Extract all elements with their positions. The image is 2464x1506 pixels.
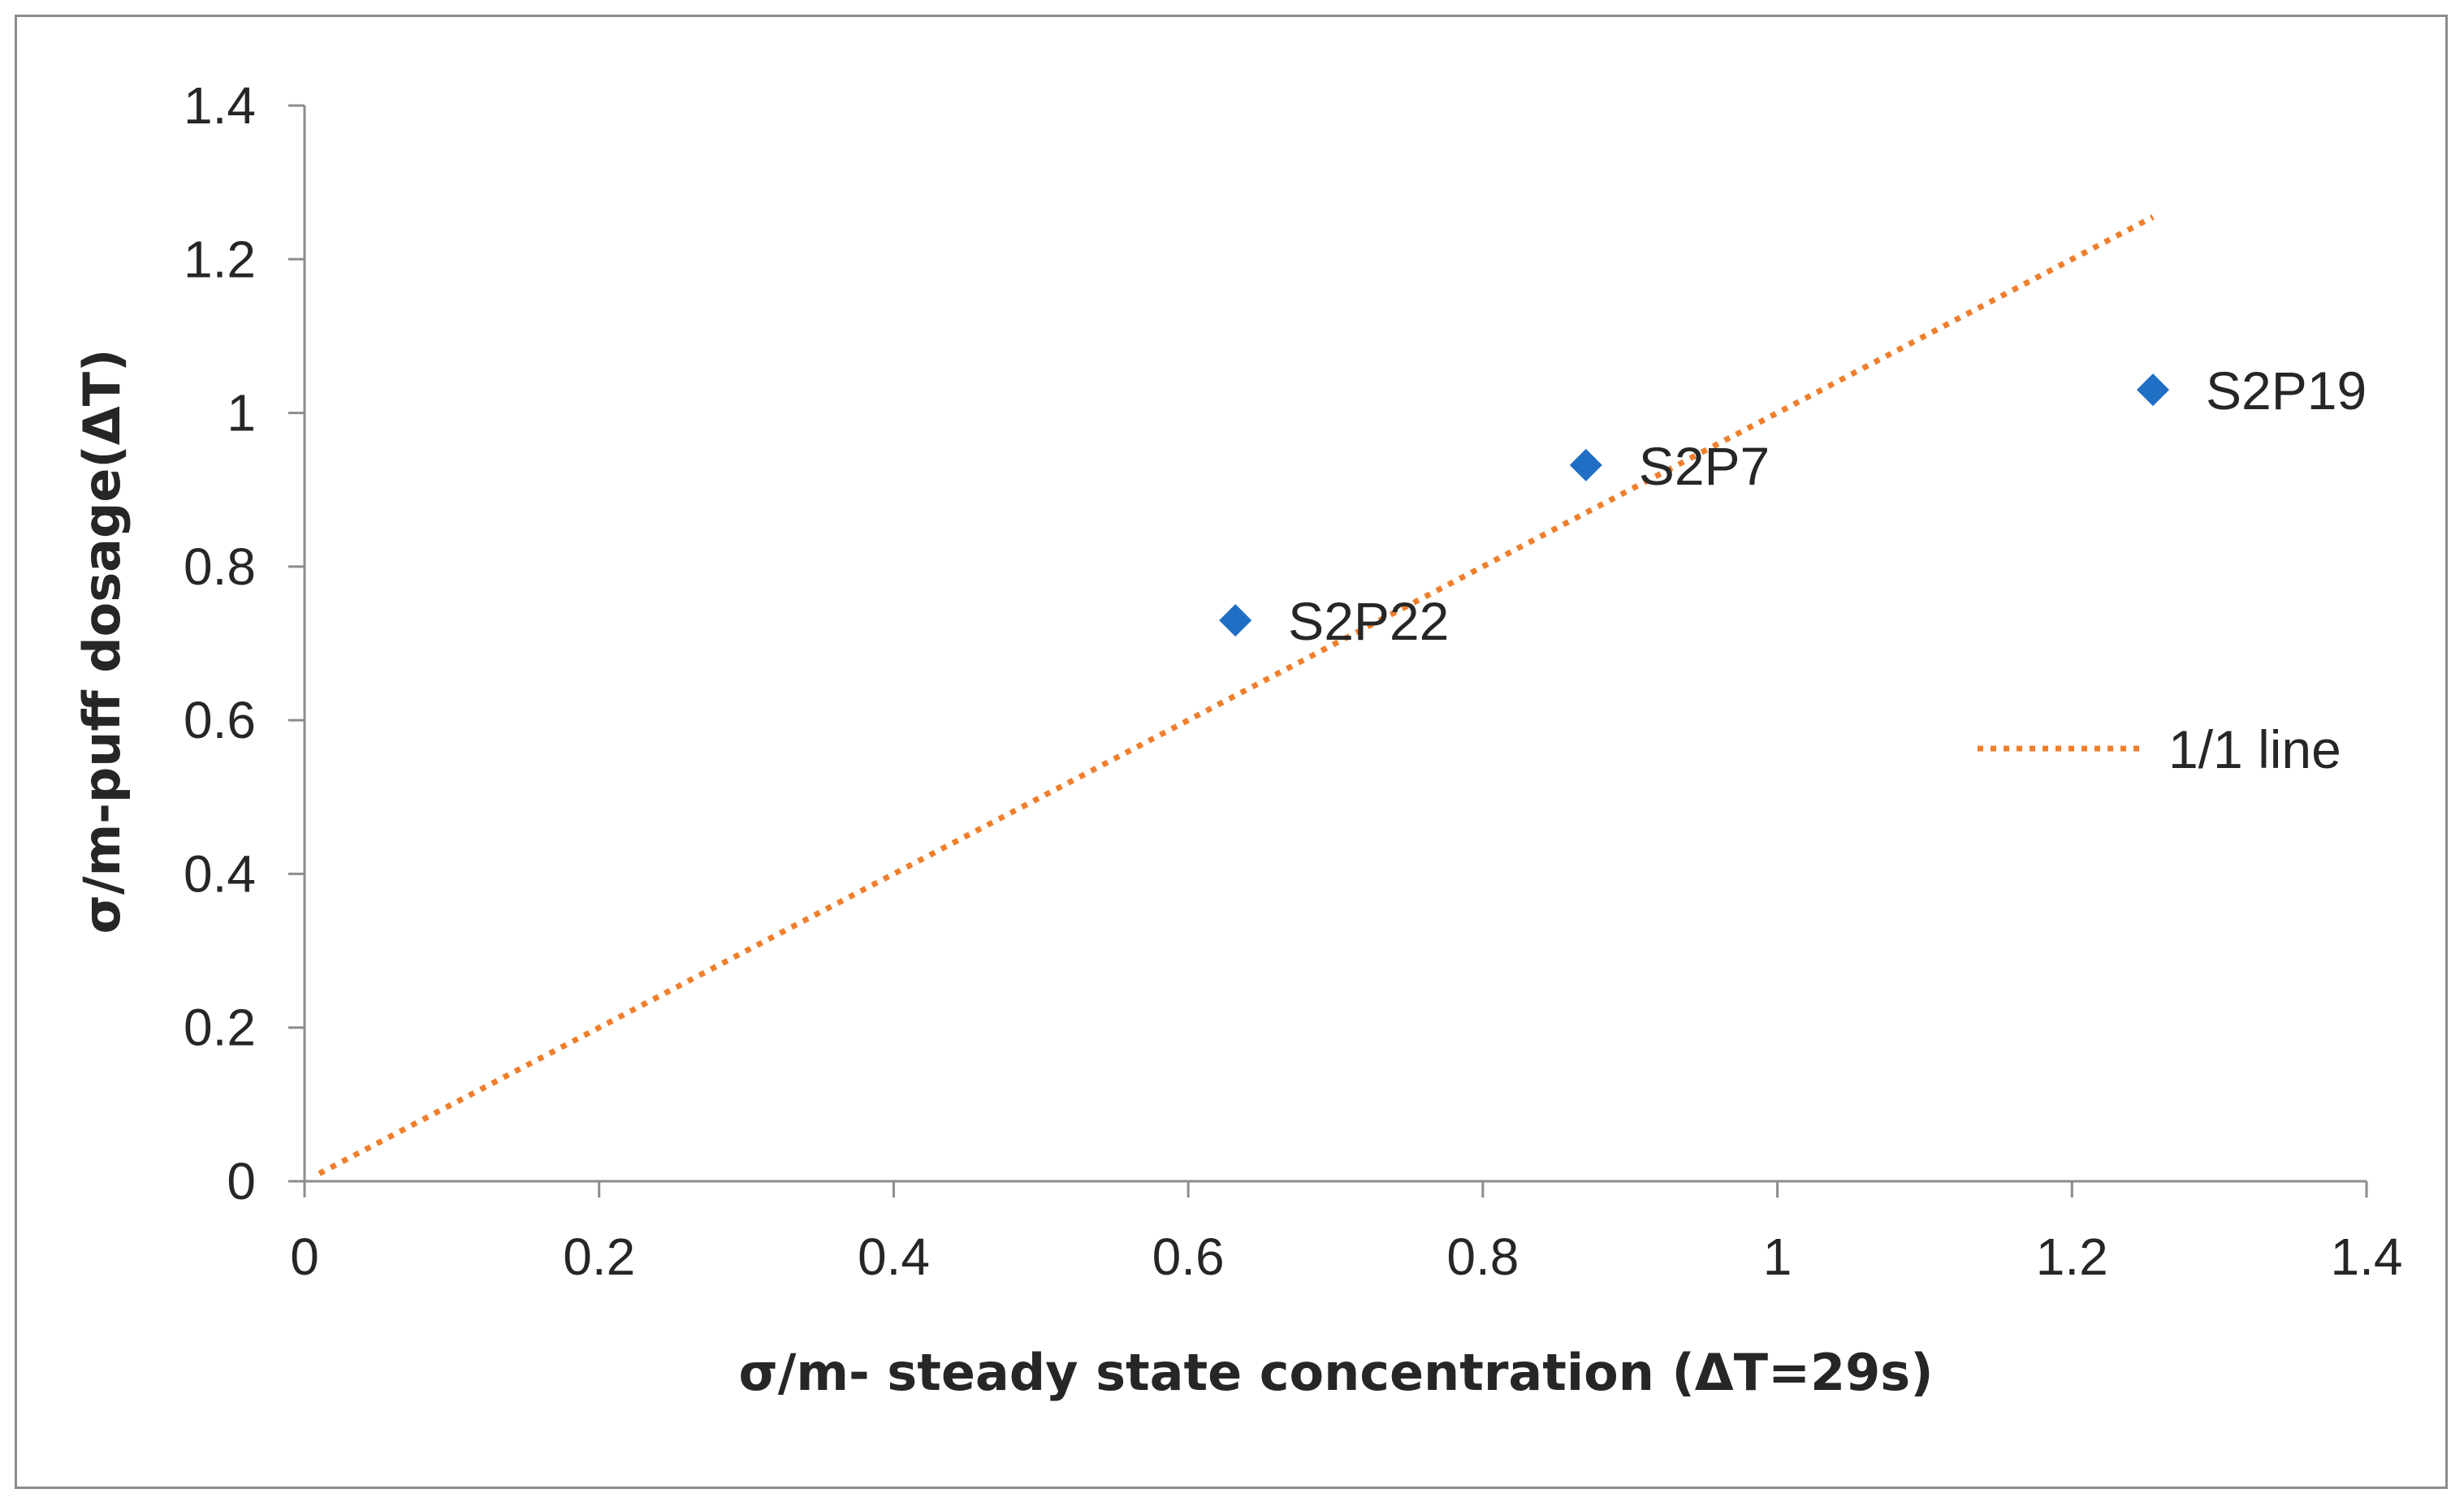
x-axis-title: σ/m- steady state concentration (ΔT=29s) (738, 1343, 1933, 1402)
legend-entry: 1/1 line (2168, 719, 2341, 779)
x-tick-label: 0.4 (858, 1228, 930, 1286)
y-axis-title: σ/m-puff dosage(ΔT) (72, 349, 132, 934)
axes (288, 104, 2368, 1197)
data-label-s2p22: S2P22 (1288, 591, 1449, 651)
x-tick-label: 1.4 (2331, 1228, 2403, 1286)
tick-labels: 0 0.2 0.4 0.6 0.8 1 1.2 1.4 0 0.2 0.4 0.6 0.8 1 1.2 1.4 (184, 76, 2402, 1286)
y-tick-label: 0 (227, 1152, 256, 1210)
y-tick-label: 1.2 (184, 230, 256, 288)
data-points: S2P22 S2P7 S2P19 (1219, 360, 2367, 651)
data-point-s2p19 (2137, 373, 2170, 407)
y-tick-label: 1.4 (184, 76, 256, 135)
x-tick-label: 0.8 (1446, 1228, 1519, 1286)
one-to-one-line (318, 214, 2155, 1176)
x-tick-label: 0 (290, 1228, 319, 1286)
data-label-s2p19: S2P19 (2206, 360, 2367, 421)
x-tick-label: 0.2 (563, 1228, 635, 1286)
data-point-s2p22 (1219, 604, 1252, 637)
x-tick-label: 1.2 (2036, 1228, 2108, 1286)
y-tick-label: 0.8 (184, 537, 256, 596)
chart-frame (15, 15, 2448, 1489)
y-tick-label: 0.6 (184, 691, 256, 749)
data-label-s2p7: S2P7 (1639, 436, 1770, 496)
x-tick-label: 1 (1763, 1228, 1792, 1286)
data-point-s2p7 (1569, 448, 1602, 481)
one-to-one-line-group (318, 214, 2155, 1176)
legend: 1/1 line (1978, 719, 2341, 779)
x-tick-label: 0.6 (1152, 1228, 1225, 1286)
y-tick-label: 0.4 (184, 844, 256, 903)
y-tick-label: 0.2 (184, 999, 256, 1057)
y-tick-label: 1 (227, 384, 256, 442)
